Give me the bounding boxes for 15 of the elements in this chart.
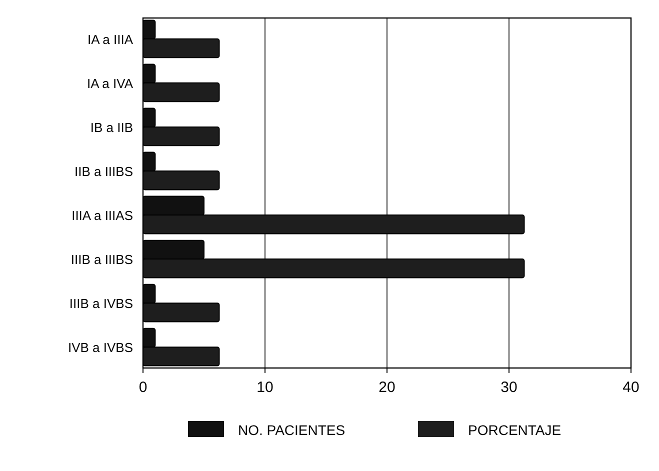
y-tick-label: IA a IIIA [87,32,134,47]
x-tick-label: 20 [378,379,396,396]
legend-label: PORCENTAJE [468,422,562,438]
x-tick-label: 10 [256,379,274,396]
x-tick-label: 40 [622,379,640,396]
y-tick-label: IIB a IIIBS [74,164,134,179]
x-tick-label: 0 [138,379,148,396]
y-tick-label: IB a IIB [90,120,133,135]
y-tick-label: IVB a IVBS [68,340,134,356]
legend-label: NO. PACIENTES [238,422,346,438]
y-tick-label: IA a IVA [86,76,134,91]
y-tick-label: IIIB a IVBS [69,296,134,312]
y-tick-label: IIIB a IIIBS [70,252,134,268]
y-tick-label: IIIA a IIIAS [72,208,134,224]
x-tick-label: 30 [500,379,518,396]
